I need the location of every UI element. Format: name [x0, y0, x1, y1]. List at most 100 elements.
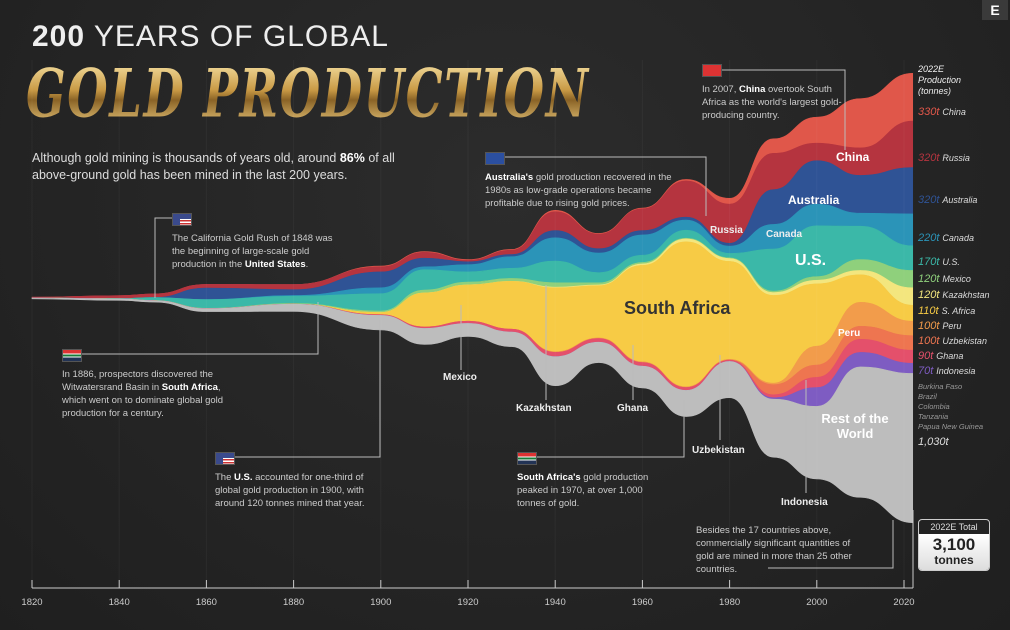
annotation-sa-1970: South Africa's gold production peaked in… — [517, 452, 652, 510]
legend: 2022E Production (tonnes) 330t China 320t R… — [918, 64, 1010, 448]
legend-value: 100t — [918, 320, 940, 332]
connector-us1848 — [154, 217, 172, 298]
stream-rest-of-the-world — [31, 297, 914, 524]
china-flag-icon — [702, 64, 722, 77]
label-china: China — [836, 150, 870, 164]
legend-item: 120t Kazakhstan — [918, 289, 989, 302]
legend-minor-country: Burkina Faso — [918, 382, 963, 391]
legend-country: Peru — [942, 321, 962, 331]
us-flag-icon — [172, 213, 192, 226]
australia-flag-icon — [485, 152, 505, 165]
x-tick-label: 2020 — [893, 597, 915, 608]
label-kazakhstan: Kazakhstan — [516, 403, 572, 414]
intro-highlight: 86% — [339, 151, 365, 165]
legend-country: Canada — [942, 233, 974, 243]
connector-australia — [504, 156, 707, 216]
label-south-africa: South Africa — [624, 298, 731, 318]
note-text: gold production recovered in the 1980s a… — [485, 172, 672, 209]
legend-item: 100t Peru — [918, 320, 961, 333]
note-text: In 2007, — [702, 84, 739, 95]
note-bold: U.S. — [234, 472, 253, 483]
legend-value: 120t — [918, 289, 940, 301]
label-russia: Russia — [710, 225, 743, 236]
x-tick-label: 1820 — [21, 597, 43, 608]
x-tick-label: 1880 — [283, 597, 305, 608]
legend-value: 110t — [918, 305, 939, 317]
legend-country: China — [942, 107, 966, 117]
us-flag-icon — [215, 452, 235, 465]
note-text: The — [215, 472, 235, 483]
x-axis — [31, 60, 914, 589]
connector-sa1970 — [536, 400, 685, 458]
legend-value: 220t — [918, 232, 940, 244]
title-rest: YEARS OF GLOBAL — [85, 20, 389, 53]
legend-country: Uzbekistan — [942, 336, 987, 346]
legend-value: 320t — [918, 152, 940, 164]
legend-country: Mexico — [942, 274, 971, 284]
note-text: . — [305, 259, 309, 270]
note-text: The California Gold Rush of 1848 was the… — [172, 233, 333, 270]
legend-country: S. Africa — [941, 306, 976, 316]
x-tick-label: 1860 — [195, 597, 217, 608]
intro-part: of all above-ground gold has been mined … — [32, 151, 395, 182]
legend-value: 100t — [918, 335, 940, 347]
annotation-us-1848: The California Gold Rush of 1848 was the… — [172, 213, 347, 271]
x-tick-label: 1900 — [370, 597, 392, 608]
legend-value: 320t — [918, 194, 940, 206]
label-us: U.S. — [795, 252, 827, 269]
note-text: In 1886, prospectors discovered the Witw… — [62, 369, 214, 393]
legend-rest-value: 1,030t — [918, 436, 949, 448]
x-tick-label: 2000 — [806, 597, 828, 608]
total-label: 2022E Total — [930, 522, 978, 532]
legend-country: Ghana — [936, 351, 964, 361]
legend-item: 70t Indonesia — [918, 365, 975, 378]
legend-country: Russia — [942, 153, 970, 163]
south-africa-flag-icon — [517, 452, 537, 465]
legend-value: 90t — [918, 350, 934, 362]
intro-text: Although gold mining is thousands of yea… — [32, 150, 432, 184]
legend-country: U.S. — [942, 257, 960, 267]
x-tick-label: 1940 — [544, 597, 566, 608]
label-rest-of-world: Rest of the World — [821, 411, 889, 441]
legend-value: 170t — [918, 256, 940, 268]
south-africa-flag-icon — [62, 349, 82, 362]
connector-sa1886 — [80, 302, 319, 355]
legend-item: 120t Mexico — [918, 273, 971, 286]
annotation-other-countries: Besides the 17 countries above, commerci… — [696, 525, 852, 575]
title-line-1: 200 YEARS OF GLOBAL — [32, 20, 389, 54]
connector-us1900 — [234, 320, 381, 458]
legend-item: 320t Russia — [918, 152, 970, 165]
legend-value: 330t — [918, 106, 940, 118]
publisher-logo: E — [982, 0, 1008, 20]
annotation-china: In 2007, China overtook South Africa as … — [702, 64, 842, 122]
label-australia: Australia — [788, 193, 840, 207]
label-peru: Peru — [838, 328, 861, 339]
note-bold: Australia's — [485, 172, 534, 183]
annotation-connectors — [80, 69, 894, 569]
total-box: 2022E Total 3,100 tonnes — [918, 519, 990, 571]
annotation-australia: Australia's gold production recovered in… — [485, 152, 680, 210]
note-bold: South Africa's — [517, 472, 581, 483]
note-text: gold production peaked in 1970, at over … — [517, 472, 649, 509]
note-bold: United States — [244, 259, 306, 270]
title-number: 200 — [32, 20, 86, 53]
note-text: , which went on to dominate global gold … — [62, 382, 224, 419]
connector-china — [720, 69, 846, 150]
total-unit: tonnes — [934, 553, 974, 567]
total-value: 3,100 — [932, 535, 976, 554]
x-tick-label: 1980 — [719, 597, 741, 608]
legend-minor-country: Colombia — [918, 402, 950, 411]
legend-country: Indonesia — [936, 366, 976, 376]
legend-value: 70t — [918, 365, 934, 377]
label-ghana: Ghana — [617, 403, 649, 414]
label-indonesia: Indonesia — [781, 497, 828, 508]
label-uzbekistan: Uzbekistan — [692, 445, 745, 456]
label-canada: Canada — [766, 229, 803, 240]
note-bold: South Africa — [161, 382, 218, 393]
note-text: accounted for one-third of global gold p… — [215, 472, 365, 509]
legend-item: 330t China — [918, 106, 966, 119]
annotation-sa-1886: In 1886, prospectors discovered the Witw… — [62, 349, 232, 420]
x-tick-label: 1840 — [108, 597, 130, 608]
